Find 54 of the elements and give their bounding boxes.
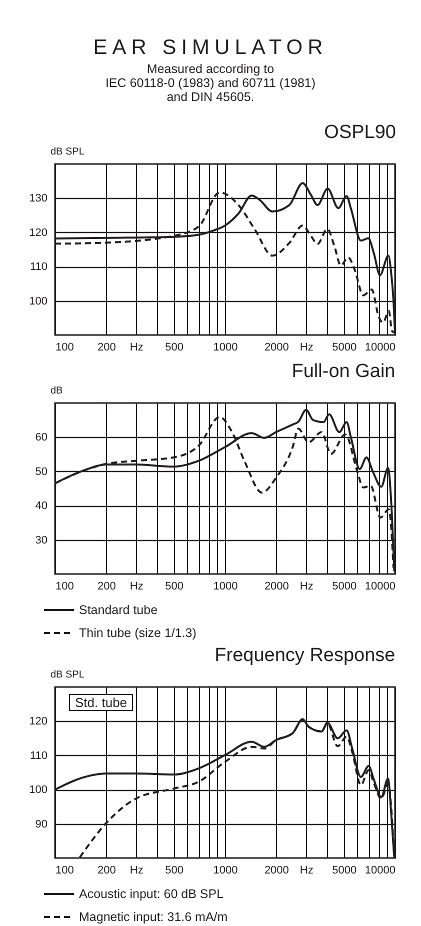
y-tick-label: 110 — [30, 261, 48, 274]
x-tick-label: 1000 — [213, 864, 238, 876]
legend-label: Thin tube (size 1/1.3) — [79, 626, 196, 640]
x-tick-label: 5000 — [332, 580, 357, 592]
x-tick-label: 10000 — [364, 342, 396, 354]
x-tick-label: 1000 — [213, 580, 238, 592]
y-tick-label: 100 — [29, 295, 48, 308]
legend-label: Standard tube — [79, 603, 158, 617]
y-tick-label: 60 — [35, 432, 48, 444]
x-tick-label: 100 — [56, 342, 74, 354]
text: IEC 60118-0 (1983) and 60711 (1981) — [105, 76, 316, 90]
x-tick-label: 5000 — [332, 864, 357, 876]
x-tick-label: 10000 — [364, 580, 396, 592]
text: EAR SIMULATOR — [92, 36, 329, 60]
y-tick-label: 40 — [35, 500, 48, 512]
text: Measured according to — [146, 62, 274, 76]
annotation: Std. tube — [69, 694, 134, 711]
y-tick-label: 30 — [35, 534, 48, 546]
x-tick-label: Hz — [130, 580, 144, 592]
x-tick-label: 200 — [97, 864, 116, 876]
legend-label: Magnetic input: 31.6 mA/m — [79, 910, 228, 924]
y-tick-label: 130 — [29, 192, 48, 205]
x-tick-label: 500 — [165, 864, 184, 876]
x-tick-label: 2000 — [264, 342, 289, 354]
x-tick-label: 200 — [97, 580, 116, 592]
x-tick-label: 100 — [56, 864, 74, 876]
x-tick-label: 100 — [56, 580, 74, 592]
chart-title: Full-on Gain — [292, 361, 396, 382]
y-tick-label: 100 — [29, 784, 48, 796]
x-tick-label: 2000 — [264, 864, 289, 876]
x-tick-label: 5000 — [332, 342, 357, 354]
y-tick-label: 90 — [35, 818, 48, 830]
x-tick-label: 500 — [165, 580, 184, 592]
x-tick-label: Hz — [130, 864, 144, 876]
x-tick-label: Hz — [300, 342, 314, 354]
y-tick-label: 110 — [30, 750, 48, 762]
x-tick-label: Hz — [300, 864, 314, 876]
x-tick-label: 1000 — [213, 342, 238, 354]
x-tick-label: 500 — [165, 342, 184, 354]
x-tick-label: 10000 — [364, 864, 396, 876]
x-tick-label: Hz — [300, 580, 314, 592]
y-axis-title: dB SPL — [50, 670, 85, 680]
x-tick-label: Hz — [130, 342, 144, 354]
y-axis-title: dB SPL — [50, 146, 85, 158]
y-tick-label: 120 — [29, 226, 48, 239]
text: and DIN 45605. — [166, 90, 254, 104]
y-axis-title: dB — [50, 386, 64, 396]
legend-label: Acoustic input: 60 dB SPL — [79, 887, 224, 901]
y-tick-label: 50 — [35, 466, 48, 478]
x-tick-label: 200 — [97, 342, 116, 354]
chart-title: OSPL90 — [324, 122, 396, 143]
y-tick-label: 120 — [29, 716, 48, 728]
chart-title: Frequency Response — [214, 645, 396, 666]
x-tick-label: 2000 — [264, 580, 289, 592]
